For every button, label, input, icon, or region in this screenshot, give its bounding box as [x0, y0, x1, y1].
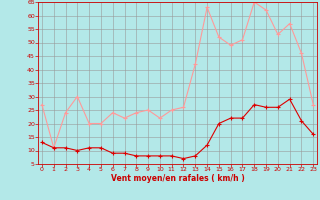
X-axis label: Vent moyen/en rafales ( km/h ): Vent moyen/en rafales ( km/h ) — [111, 174, 244, 183]
